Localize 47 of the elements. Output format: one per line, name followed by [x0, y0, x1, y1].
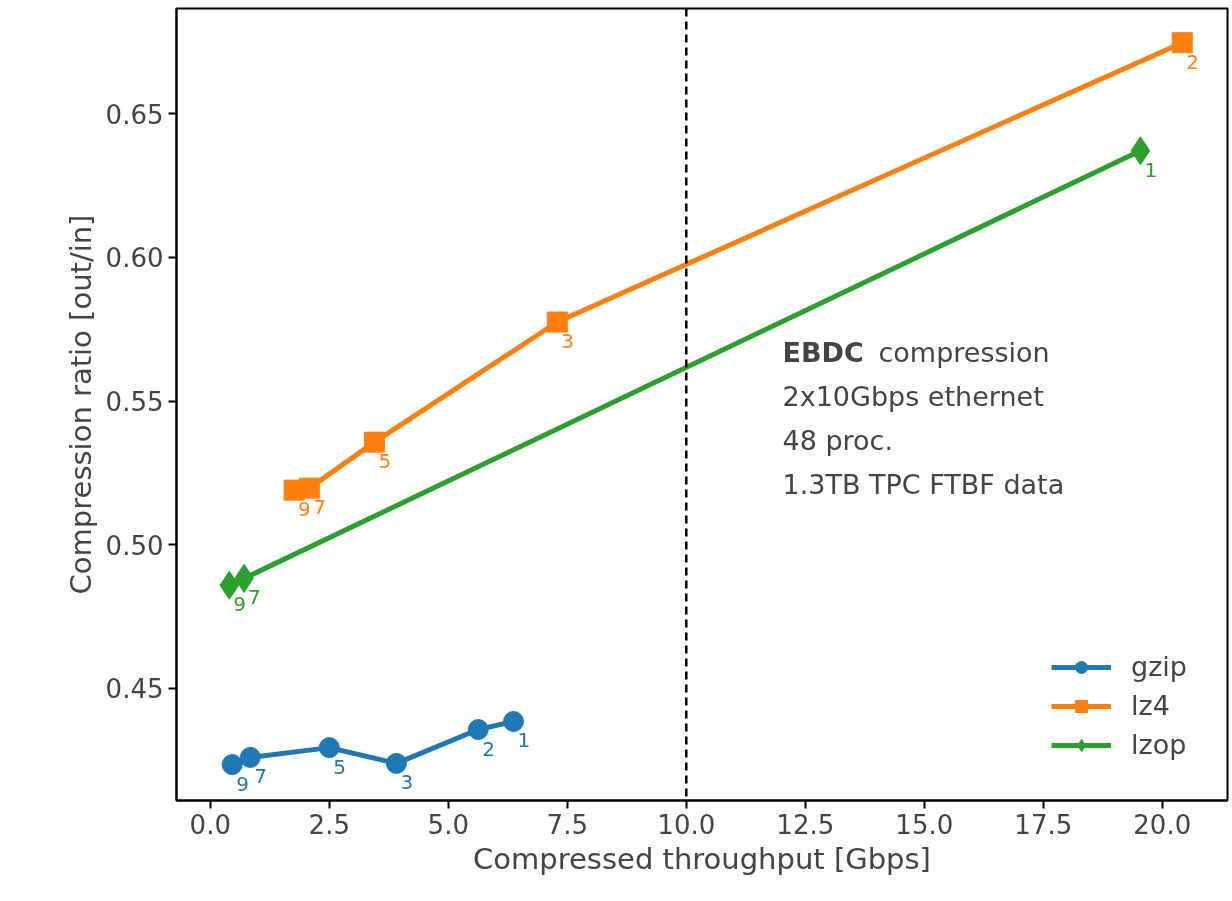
annotation: 9 [236, 771, 249, 796]
point [221, 754, 243, 776]
y-tick-label: 0.65 [105, 99, 164, 130]
annotation: 1 [1144, 157, 1158, 182]
point [239, 746, 261, 768]
x-tick-label: 12.5 [776, 809, 835, 840]
annotation: 5 [378, 449, 392, 474]
x-tick-label: 17.5 [1014, 809, 1073, 840]
point [467, 719, 489, 740]
annotation: 3 [400, 770, 414, 795]
point [385, 752, 407, 774]
point [503, 710, 525, 732]
annotation: 9 [233, 592, 247, 617]
x-tick-label: 2.5 [308, 809, 350, 840]
annotation: 9 [298, 497, 311, 522]
annotation: 7 [254, 764, 268, 789]
annotation: 2 [482, 736, 496, 761]
annotation: 1 [517, 728, 531, 753]
annotation: 1.3TB TPC FTBF data [782, 468, 1065, 500]
x-tick-label: 10.0 [657, 809, 716, 840]
annotation: 2 [1186, 49, 1200, 74]
point [318, 737, 340, 759]
annotation: 3 [561, 329, 575, 354]
annotation: 2x10Gbps ethernet [782, 380, 1044, 412]
y-tick-label: 0.45 [105, 674, 164, 705]
annotation: 7 [313, 495, 327, 520]
y-tick-label: 0.60 [105, 243, 164, 274]
annotation: 48 proc. [782, 424, 894, 456]
x-tick-label: 7.5 [546, 809, 588, 840]
point [298, 477, 320, 499]
annotation: 7 [248, 585, 261, 610]
legend-label: lz4 [1131, 690, 1170, 721]
x-tick-label: 0.0 [189, 809, 231, 840]
legend-label: lzop [1131, 729, 1187, 760]
point [546, 311, 568, 333]
x-tick-label: 15.0 [895, 809, 954, 840]
point [364, 431, 386, 453]
x-axis-title: Compressed throughput [Gbps] [473, 841, 931, 876]
annotation: EBDC compression [782, 336, 1050, 368]
legend-label: gzip [1131, 651, 1187, 682]
point [1171, 32, 1193, 54]
x-tick-label: 5.0 [427, 809, 469, 840]
y-tick-label: 0.55 [105, 387, 164, 418]
y-tick-label: 0.50 [105, 530, 164, 561]
annotation: 5 [333, 754, 347, 779]
x-tick-label: 20.0 [1133, 809, 1192, 840]
y-axis-title: Compression ratio [out/in] [63, 214, 98, 595]
